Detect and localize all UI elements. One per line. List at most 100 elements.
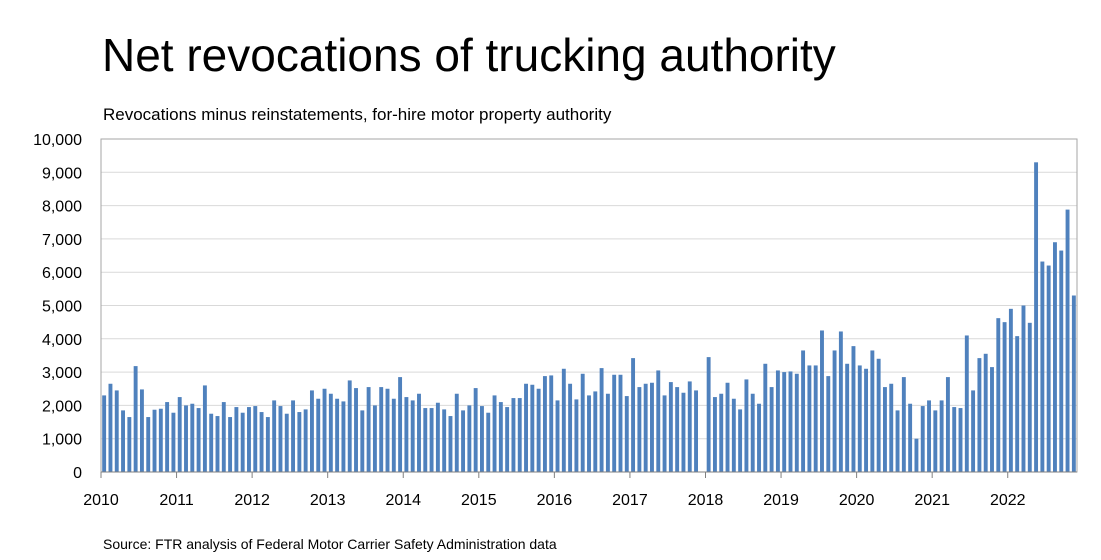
x-tick-label: 2013 <box>310 492 346 509</box>
bar <box>454 393 459 472</box>
y-tick-label: 4,000 <box>42 332 82 349</box>
bar <box>920 406 925 472</box>
x-tick-label: 2010 <box>83 492 119 509</box>
bar <box>448 416 453 472</box>
bar <box>561 368 566 472</box>
bar <box>542 376 547 472</box>
bar <box>1008 308 1013 472</box>
bar <box>1065 209 1070 472</box>
bar <box>964 335 969 472</box>
x-tick-label: 2014 <box>385 492 421 509</box>
bar <box>423 408 428 472</box>
chart-subtitle: Revocations minus reinstatements, for-hi… <box>103 105 612 124</box>
bar <box>165 402 170 472</box>
bar <box>593 391 598 472</box>
bar <box>750 393 755 472</box>
y-tick-label: 3,000 <box>42 365 82 382</box>
bar <box>775 370 780 472</box>
bar <box>1015 336 1020 472</box>
bar <box>643 383 648 472</box>
bar <box>820 330 824 472</box>
y-axis-ticks: 0 1,000 2,000 3,000 4,000 5,000 6,000 7,000 8,00… <box>33 132 82 482</box>
bar <box>952 407 957 472</box>
bar <box>1021 305 1026 472</box>
y-tick-label: 6,000 <box>42 265 82 282</box>
bar <box>832 350 837 472</box>
bar <box>914 438 919 472</box>
y-tick-label: 2,000 <box>42 398 82 415</box>
bar <box>309 390 314 472</box>
bar <box>385 388 390 472</box>
x-tick-label: 2021 <box>914 492 950 509</box>
bar <box>889 383 894 472</box>
bar <box>133 366 138 472</box>
bar <box>152 409 157 472</box>
bar <box>316 398 321 472</box>
bar <box>838 331 843 472</box>
bar <box>933 410 938 472</box>
bar <box>335 398 340 472</box>
bar <box>486 412 491 472</box>
bar <box>322 388 327 472</box>
bar <box>882 387 887 472</box>
bar <box>461 410 466 472</box>
y-tick-label: 0 <box>73 465 82 482</box>
bar <box>366 387 371 472</box>
bar <box>631 358 636 472</box>
bar <box>121 410 125 472</box>
bar <box>574 399 579 472</box>
bar <box>870 350 875 472</box>
source-note: Source: FTR analysis of Federal Motor Ca… <box>103 536 557 552</box>
bar <box>196 408 201 472</box>
bar <box>139 389 144 472</box>
bar <box>259 412 264 472</box>
y-tick-label: 10,000 <box>33 132 82 149</box>
bar <box>1040 261 1045 472</box>
bar <box>650 382 654 472</box>
bar <box>417 393 421 472</box>
bar <box>706 357 711 472</box>
bar <box>769 387 774 472</box>
bar <box>712 397 717 472</box>
bar <box>341 401 346 472</box>
bar <box>511 398 516 472</box>
bar <box>675 387 680 472</box>
bar <box>215 416 220 472</box>
bar <box>410 400 415 472</box>
bar <box>473 388 478 472</box>
bar <box>1053 242 1057 472</box>
bar <box>908 403 913 472</box>
bar <box>530 384 535 472</box>
y-tick-label: 7,000 <box>42 232 82 249</box>
bar <box>536 388 541 472</box>
bar <box>492 395 497 472</box>
bar <box>253 406 258 472</box>
bar <box>354 388 358 472</box>
bar <box>372 405 377 472</box>
bar <box>190 403 195 472</box>
axes <box>100 138 1078 473</box>
bar <box>108 383 113 472</box>
bar <box>568 383 573 472</box>
x-tick-label: 2022 <box>990 492 1026 509</box>
bar <box>347 380 352 472</box>
bar <box>284 413 289 472</box>
bar <box>1071 295 1076 472</box>
bar <box>958 408 963 472</box>
bar <box>549 375 554 472</box>
bar <box>524 383 528 472</box>
bar <box>297 412 302 472</box>
x-tick-label: 2018 <box>688 492 724 509</box>
bar <box>687 381 692 472</box>
bar <box>668 382 673 472</box>
bar <box>996 318 1001 472</box>
bar <box>618 374 623 472</box>
bar <box>221 402 226 472</box>
bar <box>505 407 510 472</box>
bar <box>404 397 409 472</box>
bar <box>517 398 522 472</box>
bar <box>927 400 931 472</box>
bar <box>1059 250 1064 472</box>
y-tick-label: 9,000 <box>42 165 82 182</box>
